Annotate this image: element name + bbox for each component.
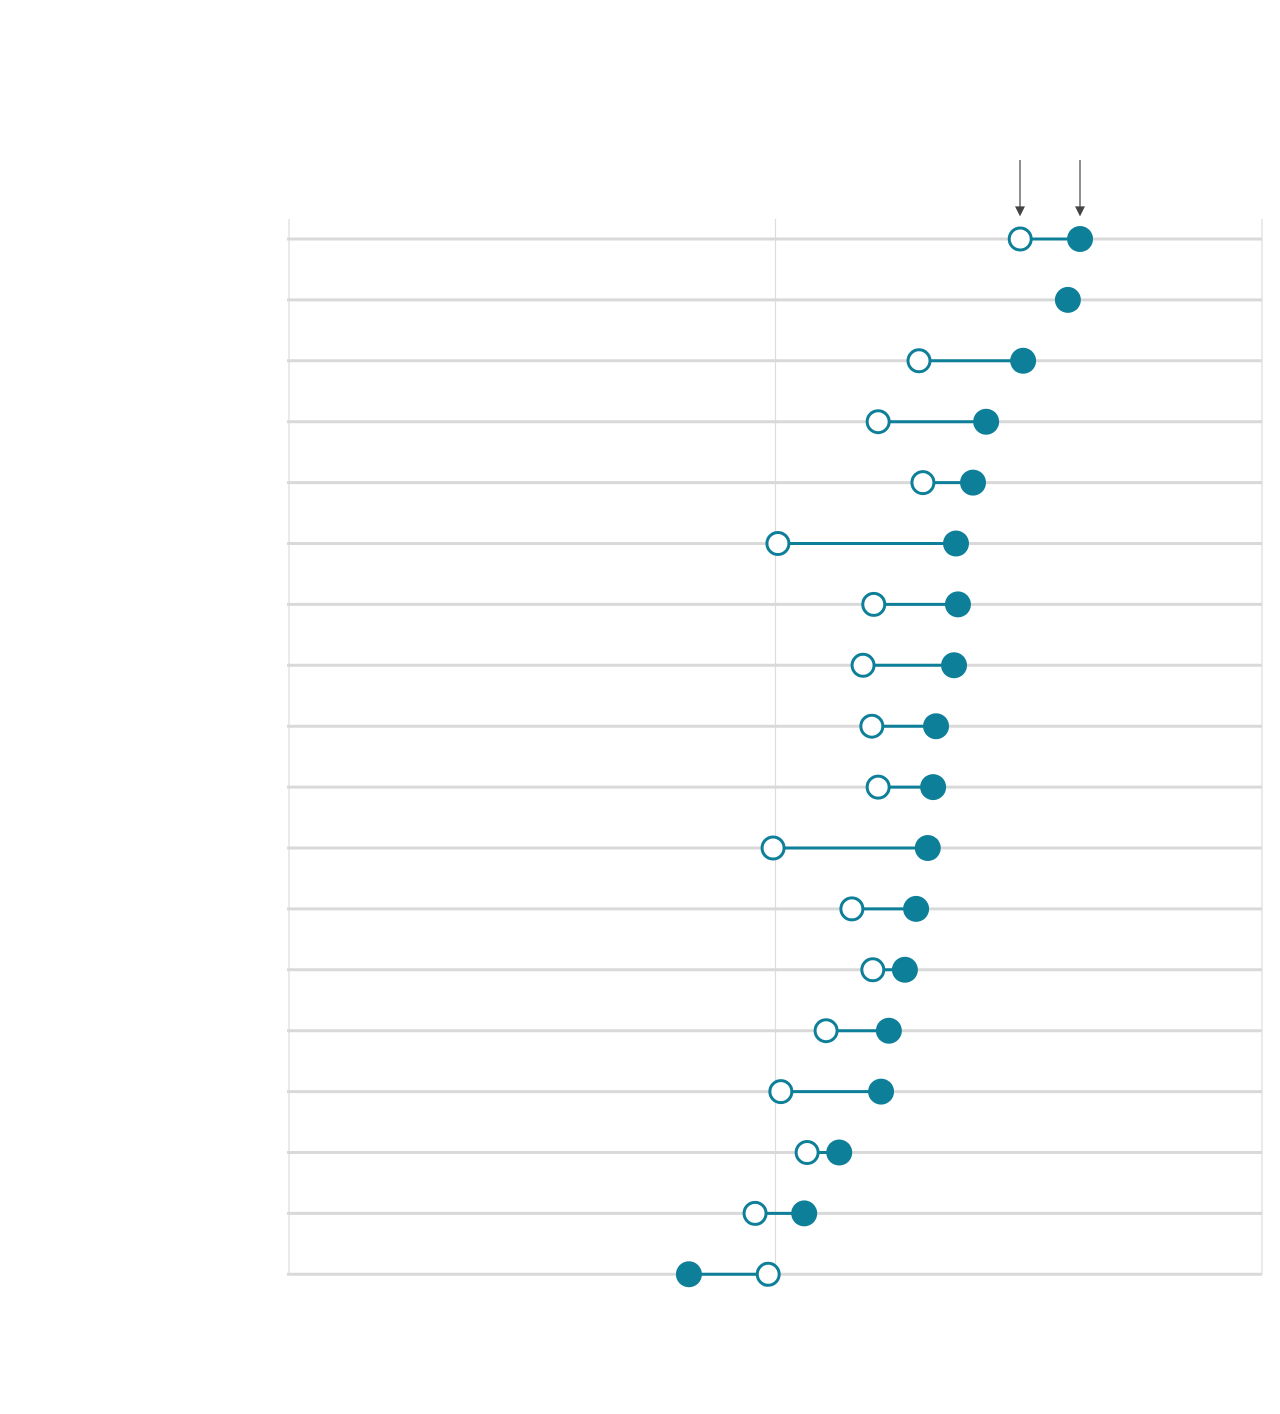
filled-dot bbox=[903, 895, 930, 922]
filled-dot bbox=[973, 408, 1000, 435]
filled-dot bbox=[944, 591, 971, 618]
annotation-arrows bbox=[1015, 160, 1085, 217]
grid bbox=[287, 219, 1263, 1276]
open-dot bbox=[860, 957, 886, 983]
open-dot bbox=[794, 1140, 820, 1165]
filled-dot bbox=[941, 652, 968, 679]
open-dot bbox=[850, 652, 876, 678]
filled-dot bbox=[960, 469, 987, 496]
open-dot bbox=[765, 531, 791, 556]
open-dot bbox=[865, 409, 891, 435]
open-dot bbox=[813, 1018, 839, 1044]
open-dot bbox=[755, 1261, 781, 1287]
filled-dot bbox=[675, 1261, 702, 1288]
filled-dot bbox=[868, 1078, 895, 1105]
filled-dot bbox=[923, 713, 950, 740]
open-dot bbox=[865, 774, 891, 800]
open-dot bbox=[760, 835, 786, 861]
open-dot bbox=[1007, 226, 1033, 252]
open-dot bbox=[839, 896, 865, 922]
filled-dot bbox=[791, 1200, 818, 1227]
open-dot bbox=[910, 470, 936, 496]
open-dot bbox=[906, 348, 932, 374]
filled-dot bbox=[914, 835, 941, 861]
filled-dot bbox=[1010, 347, 1037, 374]
open-dot bbox=[859, 713, 885, 739]
open-dot bbox=[768, 1079, 794, 1105]
arrow-head bbox=[1075, 206, 1085, 217]
filled-dot bbox=[826, 1139, 853, 1166]
arrow-head bbox=[1015, 206, 1025, 217]
open-dot bbox=[861, 591, 887, 617]
filled-dot bbox=[1054, 286, 1081, 313]
filled-dot bbox=[1067, 226, 1094, 252]
filled-dot bbox=[920, 774, 947, 801]
open-dot bbox=[742, 1200, 768, 1226]
filled-dot bbox=[942, 530, 969, 557]
filled-dot bbox=[891, 956, 918, 983]
filled-dot bbox=[875, 1017, 902, 1044]
